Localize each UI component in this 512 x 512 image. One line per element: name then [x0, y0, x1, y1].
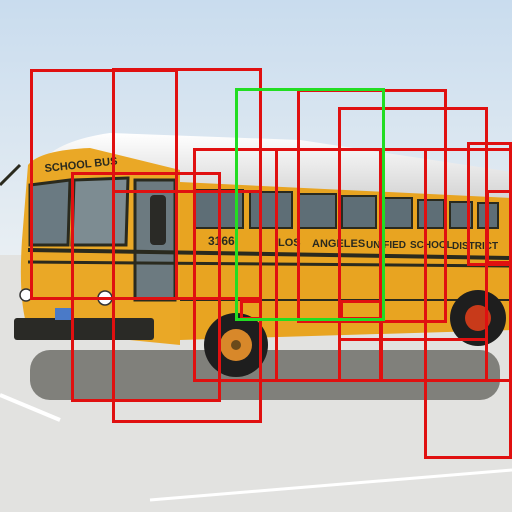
parking-line	[149, 468, 512, 502]
parking-line	[0, 393, 61, 422]
bounding-box[interactable]	[71, 172, 221, 402]
side-word-district: DISTRICT	[452, 241, 498, 252]
front-bumper	[14, 318, 154, 340]
side-word-los: LOS	[278, 237, 301, 249]
license-plate	[55, 308, 73, 320]
side-word-school: SCHOOL	[410, 240, 453, 251]
body-stripe	[27, 248, 512, 260]
side-word-unified: UNIFIED	[366, 240, 406, 251]
bounding-box[interactable]	[30, 69, 178, 300]
fleet-number-text: 3166	[208, 234, 235, 248]
selected-bounding-box[interactable]	[235, 88, 385, 321]
bounding-box[interactable]	[112, 68, 262, 300]
bounding-box[interactable]	[486, 190, 512, 264]
mirror-arm	[0, 163, 22, 187]
body-stripe	[27, 260, 512, 268]
rear-wheel	[450, 290, 506, 346]
mirror	[150, 195, 166, 245]
